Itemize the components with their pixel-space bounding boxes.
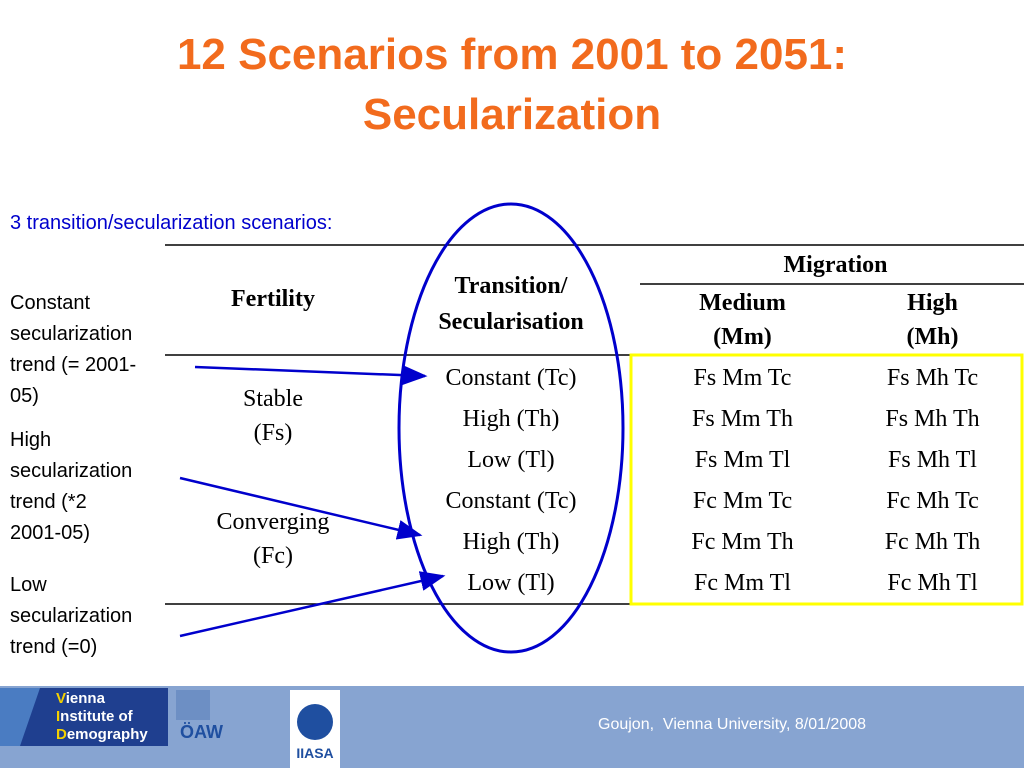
highlight-box <box>629 353 1024 606</box>
group-label: Converging (Fc) <box>173 505 373 573</box>
footer-band <box>0 686 1024 768</box>
header-line: Medium <box>699 290 786 316</box>
arrow <box>194 365 428 386</box>
annotation-line: trend (= 2001- <box>10 354 137 376</box>
cell: Fc Mh Tc <box>886 488 979 514</box>
arrows <box>179 365 446 638</box>
oaw-logo <box>176 690 210 720</box>
annotation: Low secularization trend (=0) <box>10 570 132 663</box>
header-line: Transition/ <box>454 273 568 299</box>
title: 12 Scenarios from 2001 to 2051: <box>176 30 848 79</box>
group-label-line: (Fc) <box>253 543 293 569</box>
annotation-line: trend (=0) <box>10 636 98 658</box>
cell: High (Th) <box>462 406 560 432</box>
logo-line: Institute of <box>56 708 133 725</box>
annotation: Constant secularization trend (= 2001- 05) <box>10 288 136 412</box>
annotation-line: secularization <box>10 605 133 627</box>
title: Secularization <box>362 90 662 139</box>
annotation: High secularization trend (*2 2001-05) <box>10 425 132 549</box>
iiasa-text: IIASA <box>296 745 334 761</box>
oaw-text: ÖAW <box>180 722 223 742</box>
cell: Fs Mm Th <box>692 406 793 432</box>
cell: Constant (Tc) <box>445 488 577 514</box>
header-line: (Mh) <box>906 324 959 350</box>
subtitle: 3 transition/secularization scenarios: <box>10 212 333 234</box>
logo-line: Vienna <box>56 690 105 707</box>
cell: Fc Mm Th <box>691 529 794 555</box>
group-label: Stable (Fs) <box>173 382 373 450</box>
header: Transition/Secularisation <box>400 268 622 340</box>
cell: Low (Tl) <box>467 570 555 596</box>
group-label-line: Converging <box>216 509 330 535</box>
cell: Fs Mh Th <box>885 406 980 432</box>
annotation-line: 05) <box>10 385 39 407</box>
cell: Fc Mh Th <box>884 529 981 555</box>
cell: High (Th) <box>462 529 560 555</box>
annotation-line: trend (*2 <box>10 491 87 513</box>
annotation-line: Constant <box>10 292 91 314</box>
cell: Fc Mm Tc <box>692 488 793 514</box>
annotation-line: secularization <box>10 460 133 482</box>
cell: Fs Mm Tl <box>694 447 791 473</box>
cell: Fs Mh Tc <box>886 365 979 391</box>
cell: Constant (Tc) <box>445 365 577 391</box>
vid-logo-text: Vienna Institute of Demography <box>56 690 148 744</box>
arrow <box>179 476 423 540</box>
highlight-ellipse <box>397 202 625 654</box>
annotation-line: Low <box>10 574 47 596</box>
header: Migration <box>783 252 888 278</box>
header-line: (Mm) <box>713 324 772 350</box>
group-label-line: Stable <box>243 386 303 412</box>
cell: Fc Mh Tl <box>887 570 978 596</box>
header: Fertility <box>231 286 315 312</box>
header: High (Mh) <box>850 286 1015 354</box>
annotation-line: 2001-05) <box>10 522 91 544</box>
annotation-line: secularization <box>10 323 133 345</box>
iiasa-globe <box>297 704 333 740</box>
header-line: High <box>907 290 958 316</box>
footer-text: Goujon, Vienna University, 8/01/2008 <box>598 716 867 733</box>
annotation-line: High <box>10 429 52 451</box>
cell: Fc Mm Tl <box>694 570 791 596</box>
table-rules <box>165 244 1024 605</box>
header: Medium (Mm) <box>660 286 825 354</box>
cell: Low (Tl) <box>467 447 555 473</box>
logo-line: Demography <box>56 726 148 743</box>
header-line: Secularisation <box>438 309 584 335</box>
vid-logo-shape <box>0 688 40 746</box>
arrow <box>179 571 446 638</box>
cell: Fs Mm Tc <box>693 365 792 391</box>
group-label-line: (Fs) <box>253 420 293 446</box>
cell: Fs Mh Tl <box>888 447 977 473</box>
